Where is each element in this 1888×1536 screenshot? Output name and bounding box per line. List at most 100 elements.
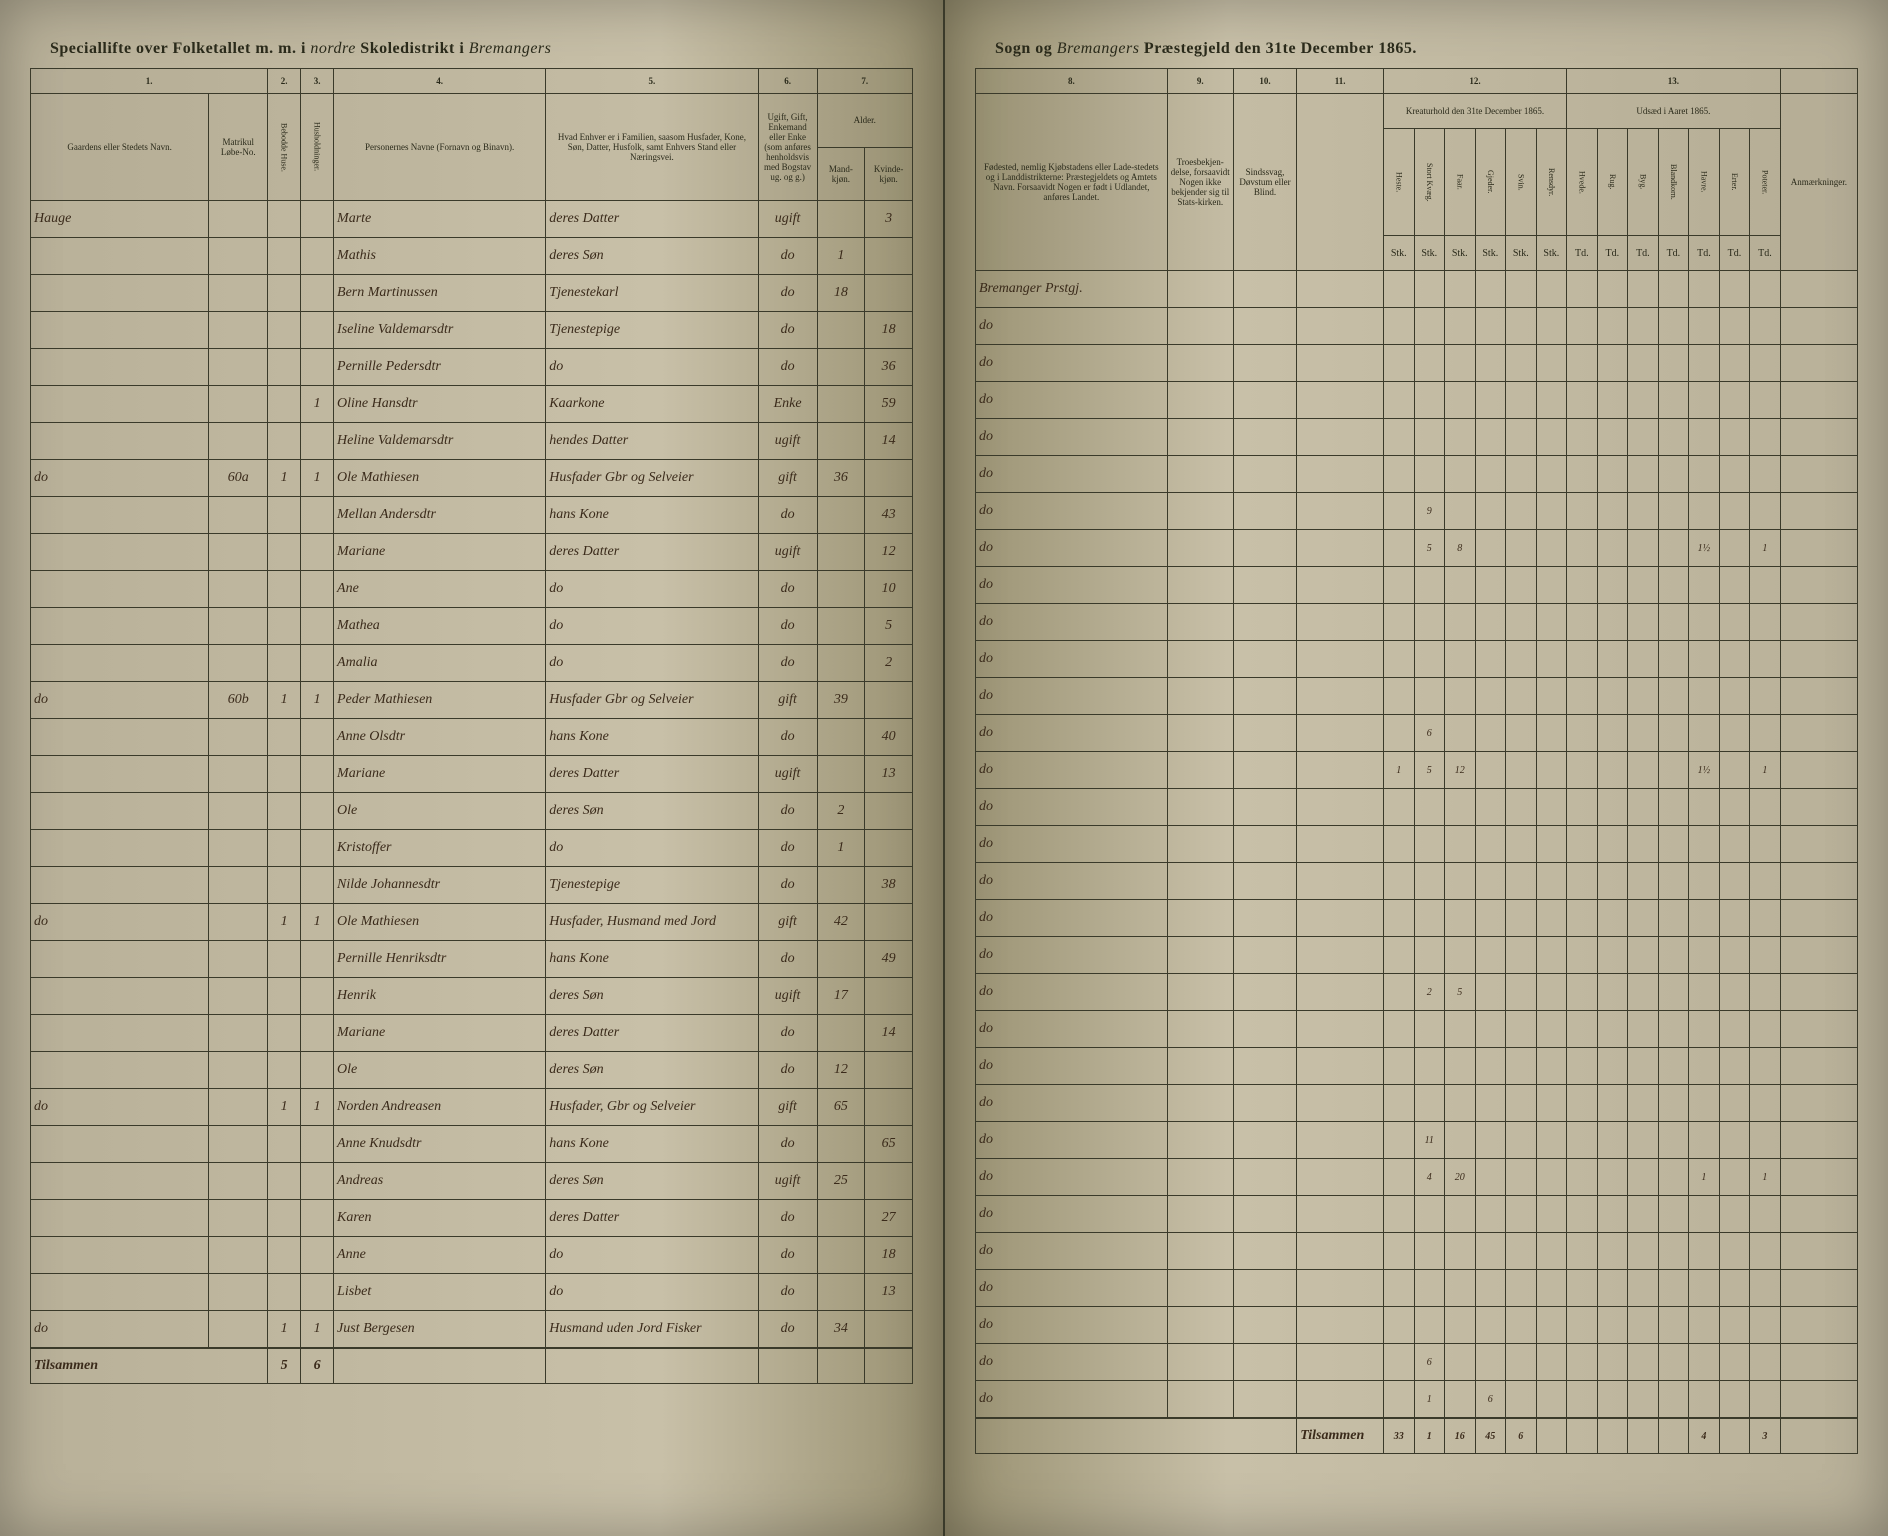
cell-rel: do (546, 830, 758, 867)
cell-mno (209, 312, 268, 349)
cell-anm (1780, 1307, 1857, 1344)
cell-blank11 (1297, 641, 1384, 678)
cell-c2 (1628, 789, 1659, 826)
cell-l5 (1536, 456, 1567, 493)
cell-c0 (1567, 1233, 1598, 1270)
cell-birth: do (976, 900, 1168, 937)
coln-3: 3. (301, 69, 334, 94)
cell-birth: do (976, 1011, 1168, 1048)
cell-c0 (1567, 419, 1598, 456)
cell-l2 (1445, 1048, 1476, 1085)
cell-c2 (1628, 1307, 1659, 1344)
cell-m (817, 1237, 865, 1274)
cell-l2 (1445, 1270, 1476, 1307)
cell-c2 (1628, 1048, 1659, 1085)
cell-l2 (1445, 789, 1476, 826)
cell-h (268, 238, 301, 275)
cell-mno (209, 978, 268, 1015)
cell-c2 (1628, 826, 1659, 863)
cell-dis (1233, 1159, 1296, 1196)
cell-rel: Husfader Gbr og Selveier (546, 682, 758, 719)
cell-civ: do (758, 1237, 817, 1274)
cell-dis (1233, 530, 1296, 567)
cell-l1: 9 (1414, 493, 1445, 530)
cell-l5 (1536, 530, 1567, 567)
cell-hh (301, 571, 334, 608)
cell-l3 (1475, 345, 1506, 382)
cell-mno (209, 275, 268, 312)
col-header-row-r: Fødested, nemlig Kjøbstadens eller Lade-… (976, 94, 1858, 129)
cell-c0 (1567, 530, 1598, 567)
cell-c6 (1750, 567, 1781, 604)
cell-l0 (1383, 1196, 1414, 1233)
cell-c0 (1567, 1307, 1598, 1344)
cell-h (268, 756, 301, 793)
cell-l4 (1506, 1196, 1537, 1233)
cell-l1 (1414, 567, 1445, 604)
cell-rel: do (546, 645, 758, 682)
cell-farm (31, 867, 209, 904)
cell-l4 (1506, 308, 1537, 345)
cell-farm (31, 497, 209, 534)
cell-h (268, 201, 301, 238)
cell-faith (1167, 345, 1233, 382)
row-r-24: do42011 (976, 1159, 1858, 1196)
livestock-col-3: Gjeder. (1475, 129, 1506, 236)
cell-anm (1780, 1011, 1857, 1048)
cell-m: 12 (817, 1052, 865, 1089)
cell-farm (31, 608, 209, 645)
cell-faith (1167, 382, 1233, 419)
cell-c3 (1658, 1381, 1689, 1419)
cell-f: 40 (865, 719, 913, 756)
cell-farm (31, 275, 209, 312)
cell-l4 (1506, 789, 1537, 826)
cell-c6 (1750, 863, 1781, 900)
cell-c2 (1628, 1122, 1659, 1159)
cell-l1 (1414, 456, 1445, 493)
sum-label: Tilsammen (31, 1348, 268, 1384)
cell-c6 (1750, 974, 1781, 1011)
col-number-row-r: 8. 9. 10. 11. 12. 13. (976, 69, 1858, 94)
cell-rel: Husfader, Gbr og Selveier (546, 1089, 758, 1126)
cell-f (865, 1052, 913, 1089)
row-30: do11Just BergesenHusmand uden Jord Fiske… (31, 1311, 913, 1349)
cell-c4 (1689, 345, 1720, 382)
cell-dis (1233, 789, 1296, 826)
coln-9: 9. (1167, 69, 1233, 94)
row-r-5: do (976, 456, 1858, 493)
cell-rel: hans Kone (546, 497, 758, 534)
cell-c2 (1628, 752, 1659, 789)
cell-f: 18 (865, 1237, 913, 1274)
cell-l3 (1475, 1270, 1506, 1307)
cell-dis (1233, 1196, 1296, 1233)
cell-l0 (1383, 1381, 1414, 1419)
cell-c2 (1628, 271, 1659, 308)
unit-11: Td. (1719, 236, 1750, 271)
cell-anm (1780, 530, 1857, 567)
cell-civ: do (758, 867, 817, 904)
ch-houses: Bebodde Huse. (268, 94, 301, 201)
cell-c0 (1567, 382, 1598, 419)
cell-l3 (1475, 1011, 1506, 1048)
cell-l0 (1383, 937, 1414, 974)
cell-c2 (1628, 308, 1659, 345)
cell-l5 (1536, 1270, 1567, 1307)
cell-c0 (1567, 604, 1598, 641)
cell-name: Anne Olsdtr (334, 719, 546, 756)
footer-row-right: Tilsammen 33 1 16 45 6 4 3 (976, 1418, 1858, 1454)
cell-name: Lisbet (334, 1274, 546, 1311)
cell-birth: do (976, 937, 1168, 974)
cell-c0 (1567, 1196, 1598, 1233)
cell-c6 (1750, 678, 1781, 715)
cell-blank11 (1297, 308, 1384, 345)
coln-13: 13. (1567, 69, 1781, 94)
cell-name: Iseline Valdemarsdtr (334, 312, 546, 349)
cell-civ: ugift (758, 201, 817, 238)
cell-mno (209, 830, 268, 867)
cell-farm (31, 645, 209, 682)
cell-c6: 1 (1750, 1159, 1781, 1196)
cell-rel: Tjenestepige (546, 312, 758, 349)
cell-l4 (1506, 456, 1537, 493)
cell-blank11 (1297, 826, 1384, 863)
cell-farm (31, 238, 209, 275)
